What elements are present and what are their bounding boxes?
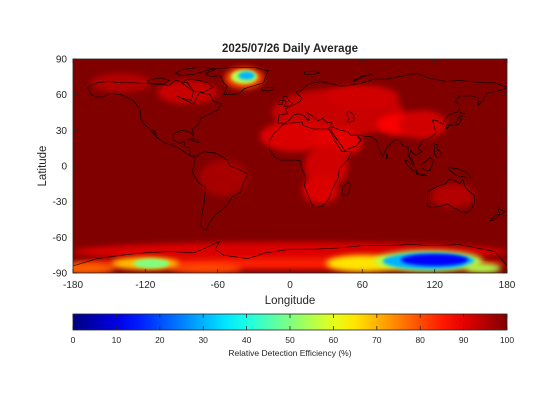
x-tick-label: -120 [135,280,155,291]
heatmap-cell [398,110,447,139]
chart-title: 2025/07/26 Daily Average [222,43,358,55]
heatmap-background [73,59,507,273]
coastline-cuba [187,138,200,143]
x-tick-label: -60 [210,280,225,291]
coastline-borneo [421,157,434,172]
colorbar-tick-label: 30 [198,335,208,345]
y-tick-label: 30 [56,126,68,137]
coastline-iceland [260,87,274,92]
colorbar-tick-label: 90 [459,335,469,345]
colorbar-tick-label: 10 [112,335,122,345]
coastline-svalbard [304,70,321,75]
coastline-australia [427,178,475,213]
coastline-north-america [87,80,222,158]
y-tick-label: -60 [53,233,68,244]
coastline-greenland [205,67,269,95]
y-tick-label: 90 [56,55,68,66]
colorbar: 0 10 20 30 40 50 60 70 80 90 100 Relative Detectio… [71,313,514,358]
heatmap-field [73,67,507,273]
colorbar-tick-label: 40 [242,335,252,345]
colorbar-tick-label: 60 [329,335,339,345]
y-axis: 90 60 30 0 -30 -60 -90 [53,55,507,280]
colorbar-label: Relative Detection Efficiency (%) [228,348,351,358]
colorbar-tick-label: 100 [500,335,514,345]
coastline-africa [269,121,352,208]
x-tick-label: 0 [287,280,293,291]
coastline-arabia [330,126,362,151]
coastlines [73,67,507,267]
coastline-baffin [181,78,214,93]
x-tick-label: 120 [426,280,443,291]
x-axis-label: Longitude [265,295,316,307]
heatmap-cell [133,258,170,269]
heatmap-cell [259,120,333,152]
x-tick-label: 60 [357,280,369,291]
heatmap-cell [302,175,339,205]
heatmap-cell [464,263,501,273]
heatmap-cell [73,262,116,273]
coastline-novaya-zemlya [352,74,373,82]
heatmap-cell [400,253,469,266]
y-tick-label: -30 [53,197,68,208]
coastline-south-america [192,151,249,231]
coastline-new-zealand [497,206,505,215]
colorbar-tick-label: 50 [285,335,295,345]
y-axis-label: Latitude [37,146,49,187]
heatmap-cell [169,263,242,273]
colorbar-tick-label: 20 [155,335,165,345]
heatmap-cell [238,71,256,80]
colorbar-tick-label: 80 [415,335,425,345]
colorbar-tick-label: 0 [71,335,76,345]
coastline-java [416,172,428,176]
coastline-new-guinea [447,166,472,179]
y-tick-label: 60 [56,90,68,101]
heatmap-cell [326,85,399,109]
coastline-caspian [346,111,355,123]
colorbar-tick-label: 70 [372,335,382,345]
x-tick-label: 180 [499,280,516,291]
x-tick-label: -180 [63,280,83,291]
coastline-antarctica [73,240,507,267]
coastline-philippines [434,144,443,158]
coastline-sri-lanka [386,153,388,160]
heatmap-cell [157,80,218,105]
map-area [72,58,508,274]
colorbar-ticks: 0 10 20 30 40 50 60 70 80 90 100 [71,314,514,345]
coastline-ireland [277,100,284,105]
coastline-uk [282,95,293,107]
y-tick-label: -90 [53,269,68,280]
x-axis: -180 -120 -60 0 60 120 180 [63,59,516,291]
y-tick-label: 0 [61,162,67,173]
coastline-madagascar [341,182,351,196]
heatmap-cell [431,183,475,208]
coastline-new-zealand-south [489,214,501,221]
heatmap-cell [199,160,248,196]
coastline-ellesmere [175,67,216,76]
coastline-victoria-island [147,77,170,85]
coastline-hokkaido [458,112,466,117]
